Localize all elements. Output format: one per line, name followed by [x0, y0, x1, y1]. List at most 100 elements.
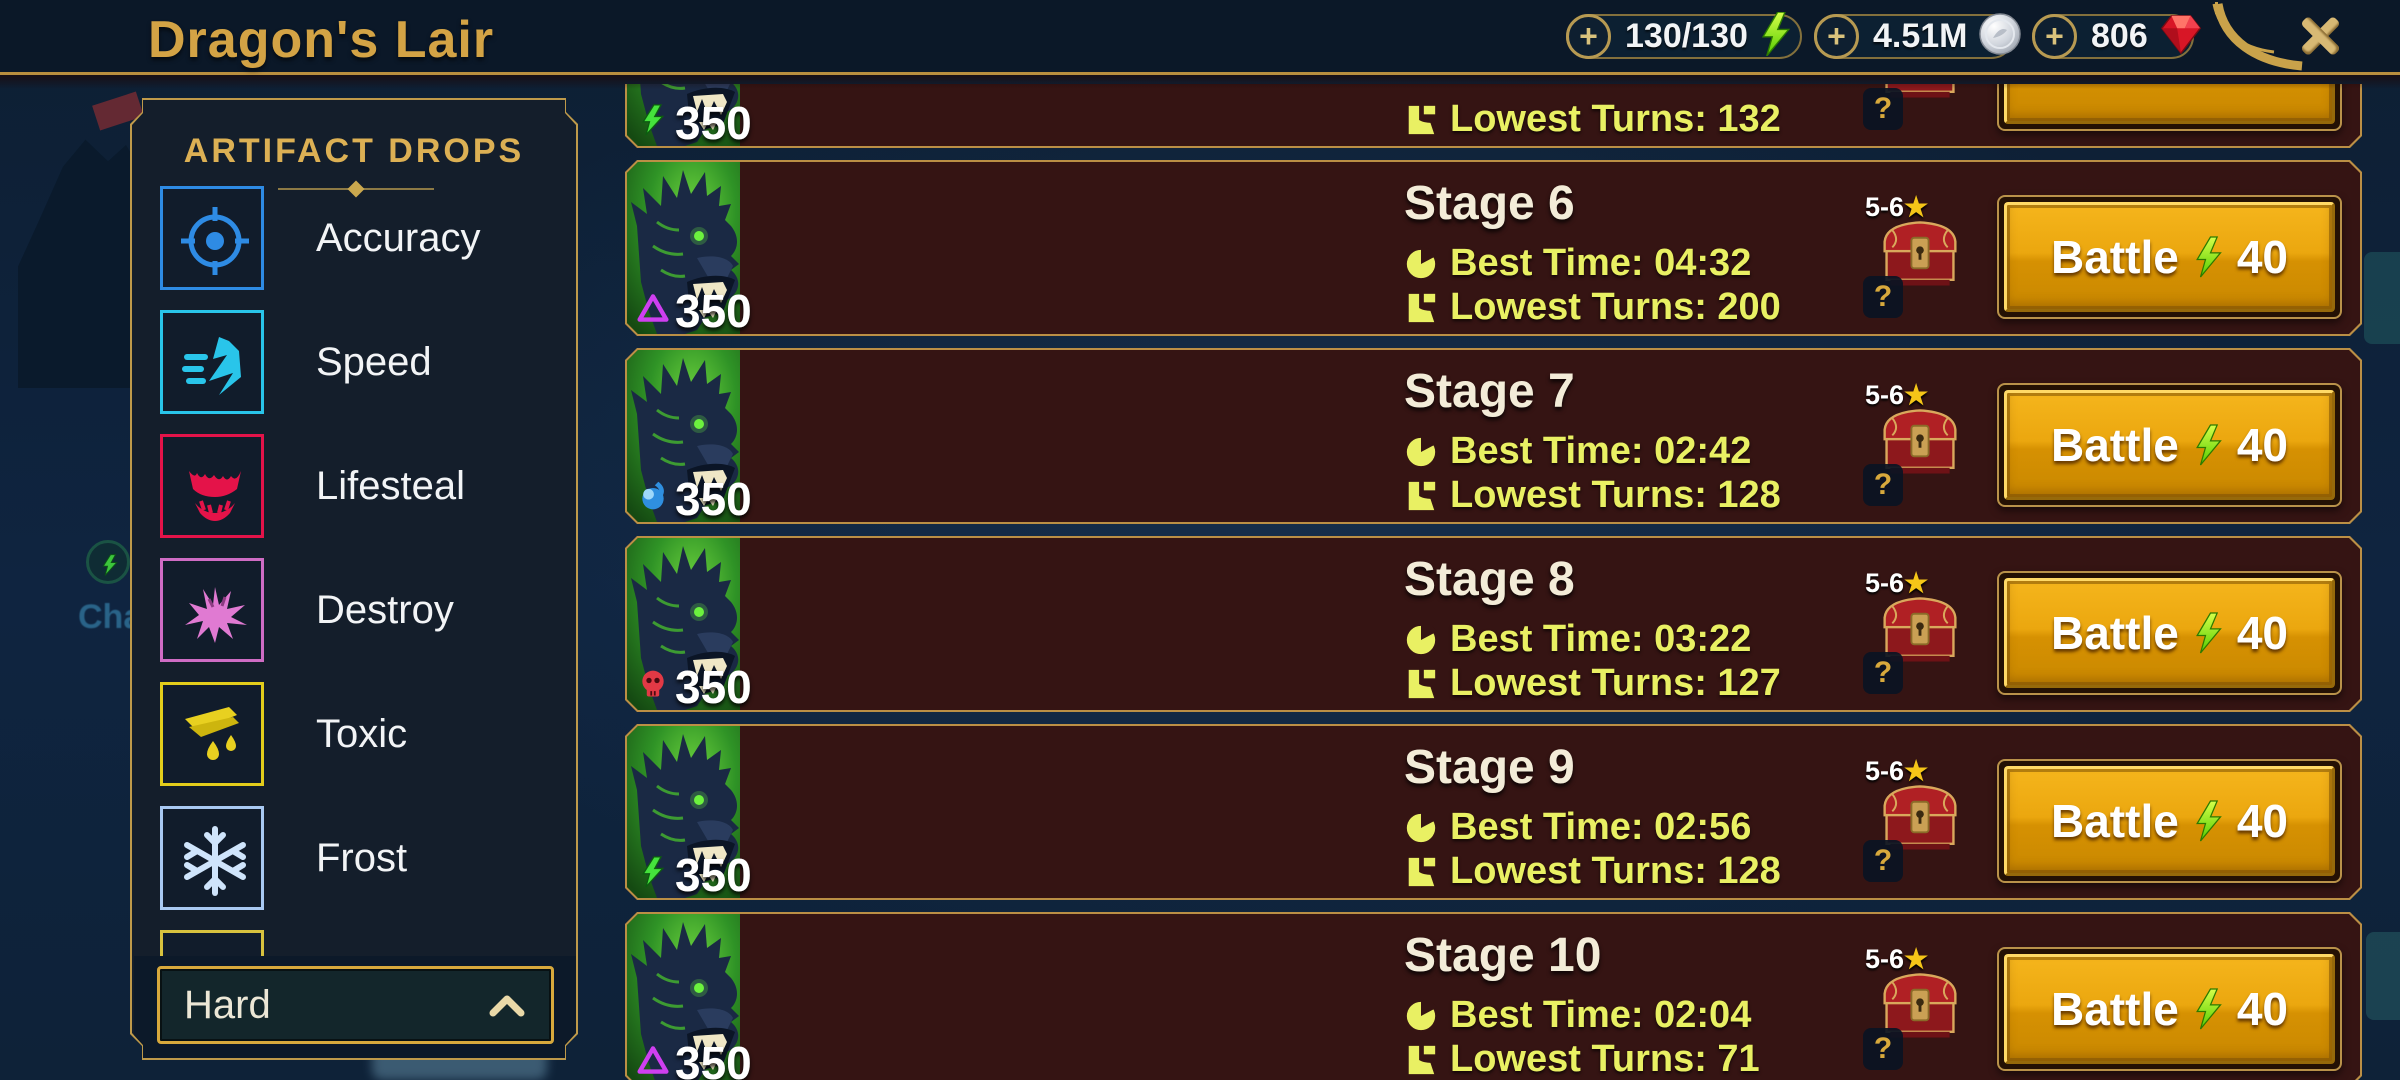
stage-text: Stage 8 Best Time: 03:22 Lowest Turns: 1…: [1402, 538, 2362, 710]
reward-chest[interactable]: 5-6★ ?: [1863, 944, 1976, 1074]
battle-button-face: Battle 40: [2004, 202, 2335, 312]
chest-query-badge[interactable]: ?: [1863, 840, 1903, 882]
battle-label: Battle: [2051, 419, 2179, 471]
reward-chest[interactable]: 5-6★ ?: [1863, 380, 1976, 510]
stage-row-partial: 350 Lowest Turns: 132 ?: [625, 84, 2362, 148]
reward-chest[interactable]: 5-6★ ?: [1863, 756, 1976, 886]
artifact-drop-destroy: Destroy: [160, 558, 552, 662]
best-time: Best Time: 02:56: [1404, 806, 1751, 849]
turns-boot-icon: [1404, 667, 1438, 701]
stage-energy-cost: 350: [675, 1037, 752, 1080]
turns-boot-icon: [1404, 291, 1438, 325]
force-affinity-icon: [637, 668, 669, 705]
stage-energy-cost: 350: [675, 849, 752, 900]
battle-button[interactable]: [1997, 84, 2342, 131]
reward-chest[interactable]: ?: [1863, 84, 1976, 134]
battle-button[interactable]: Battle 40: [1997, 759, 2342, 883]
reward-chest[interactable]: 5-6★ ?: [1863, 568, 1976, 698]
battle-energy-icon: [2193, 612, 2223, 654]
stage-row: 350 Stage 8 Best Time: 03:22 Lowest Turn…: [625, 536, 2362, 712]
energy-lightning-icon: [1758, 12, 1792, 61]
hud-corner-flourish: [2212, 2, 2303, 71]
chest-star-range: 5-6★: [1865, 380, 1929, 410]
chest-star-range: 5-6★: [1865, 568, 1929, 598]
best-time: Best Time: 02:04: [1404, 994, 1751, 1037]
top-bar-shadow: [0, 75, 2400, 89]
star-icon: ★: [1904, 944, 1929, 974]
add-gems-button[interactable]: +: [2032, 14, 2077, 59]
chest-query-badge[interactable]: ?: [1863, 88, 1903, 130]
add-energy-button[interactable]: +: [1566, 14, 1611, 59]
stage-row-stage-10: 350 Stage 10 Best Time: 02:04 Lowest Tur…: [625, 912, 2362, 1080]
chest-star-range: 5-6★: [1865, 944, 1929, 974]
stage-energy-cost: 350: [675, 97, 752, 148]
battle-cost: 40: [2236, 419, 2288, 471]
stage-name: Stage 10: [1404, 929, 1602, 982]
clock-icon: [1404, 247, 1438, 281]
add-silver-button[interactable]: +: [1814, 14, 1859, 59]
stage-row-stage-8: 350 Stage 8 Best Time: 03:22 Lowest Turn…: [625, 536, 2362, 712]
battle-energy-icon: [2193, 800, 2223, 842]
best-time: Best Time: 03:22: [1404, 618, 1751, 661]
reward-chest[interactable]: 5-6★ ?: [1863, 192, 1976, 322]
clock-icon: [1404, 623, 1438, 657]
energy-resource-pill[interactable]: + 130/130: [1566, 14, 1802, 59]
frost-snowflake-icon: [160, 806, 264, 910]
energy-value: 130/130: [1625, 17, 1748, 55]
gems-resource-pill[interactable]: + 806: [2032, 14, 2201, 59]
artifact-drop-toxic: Toxic: [160, 682, 552, 786]
stage-row-inner: 350 Lowest Turns: 132 ?: [627, 84, 2360, 146]
void-affinity-icon: [637, 1044, 669, 1080]
stage-row: 350 Stage 6 Best Time: 04:32 Lowest Turn…: [625, 160, 2362, 336]
chest-star-range: 5-6★: [1865, 192, 1929, 222]
stage-row-inner: 350 Stage 9 Best Time: 02:56 Lowest Turn…: [627, 726, 2360, 898]
battle-cost: 40: [2236, 795, 2288, 847]
lowest-turns-text: Lowest Turns: 200: [1450, 286, 1781, 328]
artifact-drop-label: Lifesteal: [316, 464, 465, 508]
lowest-turns-text: Lowest Turns: 128: [1450, 474, 1781, 516]
stage-row: 350 Stage 7 Best Time: 02:42 Lowest Turn…: [625, 348, 2362, 524]
clock-icon: [1404, 811, 1438, 845]
stage-energy-cost: 350: [675, 285, 752, 336]
battle-button[interactable]: Battle 40: [1997, 383, 2342, 507]
chest-query-badge[interactable]: ?: [1863, 652, 1903, 694]
battle-button[interactable]: Battle 40: [1997, 571, 2342, 695]
stage-text: Stage 9 Best Time: 02:56 Lowest Turns: 1…: [1402, 726, 2362, 898]
battle-button[interactable]: Battle 40: [1997, 195, 2342, 319]
battle-button-face: [2004, 84, 2335, 124]
lowest-turns-text: Lowest Turns: 128: [1450, 850, 1781, 892]
toxic-drops-icon: [160, 682, 264, 786]
silver-resource-pill[interactable]: + 4.51M: [1814, 13, 2021, 59]
artifact-drop-label: Frost: [316, 836, 408, 880]
stage-row-stage-6: 350 Stage 6 Best Time: 04:32 Lowest Turn…: [625, 160, 2362, 336]
artifact-drops-panel-inner: ARTIFACT DROPS Accuracy Speed: [132, 100, 576, 1058]
star-icon: ★: [1904, 380, 1929, 410]
battle-button-face: Battle 40: [2004, 390, 2335, 500]
accuracy-crosshair-icon: [160, 186, 264, 290]
chevron-up-icon: [489, 993, 525, 1017]
best-time-text: Best Time: 02:42: [1450, 430, 1752, 472]
lowest-turns-text: Lowest Turns: 132: [1450, 98, 1781, 140]
silver-coin-icon: [1978, 12, 2022, 61]
clock-icon: [1404, 999, 1438, 1033]
battle-energy-icon: [2193, 988, 2223, 1030]
stage-row-inner: 350 Stage 10 Best Time: 02:04 Lowest Tur…: [627, 914, 2360, 1080]
artifact-drop-lifesteal: Lifesteal: [160, 434, 552, 538]
magic-affinity-icon: [637, 480, 669, 517]
chest-query-badge[interactable]: ?: [1863, 276, 1903, 318]
battle-button-face: Battle 40: [2004, 578, 2335, 688]
battle-button[interactable]: Battle 40: [1997, 947, 2342, 1071]
chest-query-badge[interactable]: ?: [1863, 464, 1903, 506]
close-button[interactable]: [2294, 10, 2346, 62]
stage-text: Lowest Turns: 132: [1402, 84, 2362, 146]
difficulty-dropdown[interactable]: Hard: [157, 966, 554, 1044]
spirit-affinity-icon: [637, 104, 669, 141]
artifact-drop-accuracy: Accuracy: [160, 186, 552, 290]
spirit-affinity-icon: [637, 856, 669, 893]
chest-query-badge[interactable]: ?: [1863, 1028, 1903, 1070]
battle-label: Battle: [2051, 607, 2179, 659]
lowest-turns: Lowest Turns: 132: [1404, 98, 1781, 141]
best-time: Best Time: 04:32: [1404, 242, 1751, 285]
stage-name: Stage 7: [1404, 365, 1575, 418]
